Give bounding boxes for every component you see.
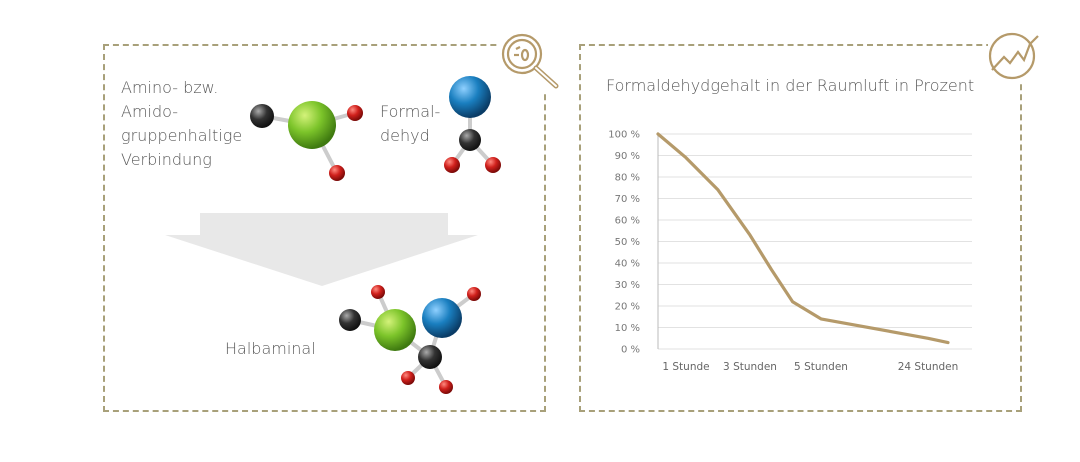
y-tick-label: 60 % [615,216,640,227]
y-tick-label: 100 % [608,130,640,141]
label-line: Amido- [121,102,178,121]
reaction-arrow [165,213,478,286]
x-tick-label: 1 Stunde [662,361,709,373]
label-line: Verbindung [121,150,212,169]
label-line: Formal- [380,102,441,121]
chart-title: Formaldehydgehalt in der Raumluft in Pro… [606,76,975,95]
chart-panel [579,44,1022,412]
y-tick-label: 0 % [621,345,640,356]
y-tick-label: 70 % [615,194,640,205]
y-tick-label: 20 % [615,302,640,313]
data-line [656,132,950,345]
amino-compound-molecule [250,101,363,181]
x-tick-label: 24 Stunden [898,361,959,373]
product-label: Halbaminal [225,339,316,358]
formaldehyde-molecule [444,76,501,173]
halbaminal-molecule [339,285,481,394]
y-tick-label: 10 % [615,323,640,334]
reactant-1-label: Amino- bzw. Amido- gruppenhaltige Verbin… [121,76,242,172]
y-tick-label: 30 % [615,280,640,291]
y-tick-label: 80 % [615,173,640,184]
reactant-2-label: Formal- dehyd [380,100,440,148]
x-tick-label: 3 Stunden [723,361,777,373]
reaction-diagram-panel [103,44,546,412]
y-tick-label: 40 % [615,259,640,270]
y-tick-label: 90 % [615,151,640,162]
trend-chart-icon [988,30,1044,82]
magnifier-icon [498,32,562,92]
label-line: dehyd [380,126,430,145]
y-tick-label: 50 % [615,237,640,248]
x-tick-label: 5 Stunden [794,361,848,373]
label-line: Amino- bzw. [121,78,219,97]
label-line: gruppenhaltige [121,126,243,145]
